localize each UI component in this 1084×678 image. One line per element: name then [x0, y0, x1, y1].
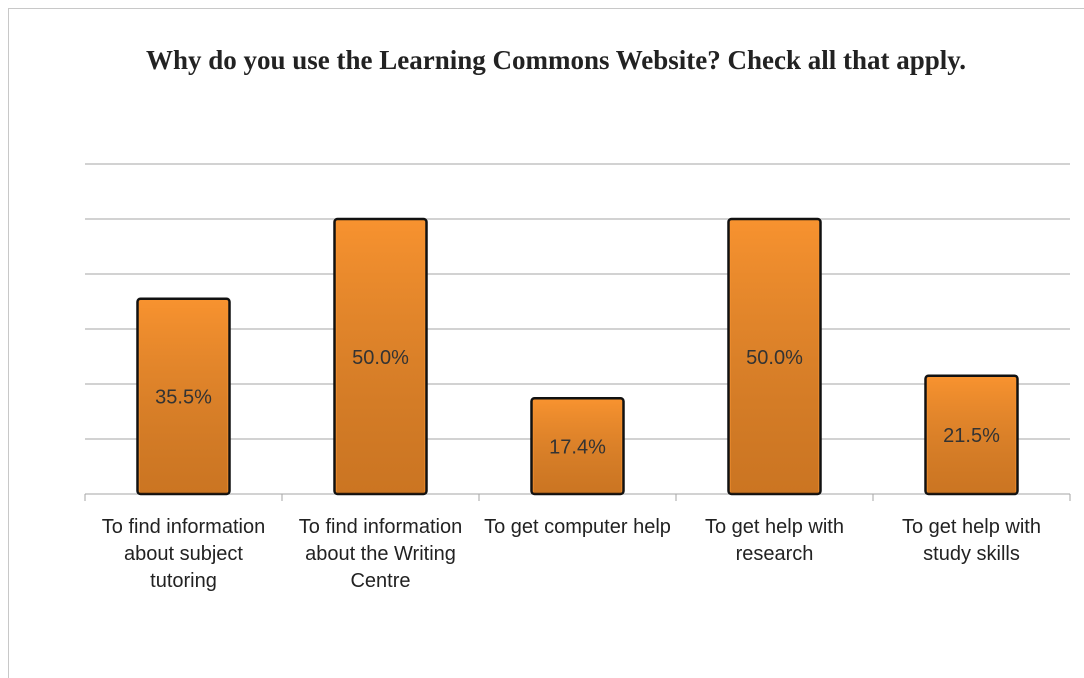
- bar-shade: [730, 221, 819, 494]
- value-label: 50.0%: [352, 347, 409, 369]
- x-tick-label: To get computer help: [484, 516, 671, 538]
- value-label: 35.5%: [155, 387, 212, 409]
- x-tick-label: To get help with research: [705, 516, 844, 565]
- bar-shade: [927, 377, 1016, 494]
- chart-border: [8, 8, 1084, 678]
- x-tick-label: To get help with study skills: [902, 516, 1041, 565]
- bar-shade: [533, 400, 622, 494]
- value-label: 21.5%: [943, 425, 1000, 447]
- chart-title: Why do you use the Learning Commons Webs…: [145, 45, 967, 75]
- bar-shade: [336, 221, 425, 494]
- bar-shade: [139, 300, 228, 494]
- x-tick-label: To find information about subject tutori…: [101, 516, 266, 592]
- value-label: 50.0%: [746, 347, 803, 369]
- value-label: 17.4%: [549, 436, 606, 458]
- x-tick-label: To find information about the Writing Ce…: [298, 516, 463, 592]
